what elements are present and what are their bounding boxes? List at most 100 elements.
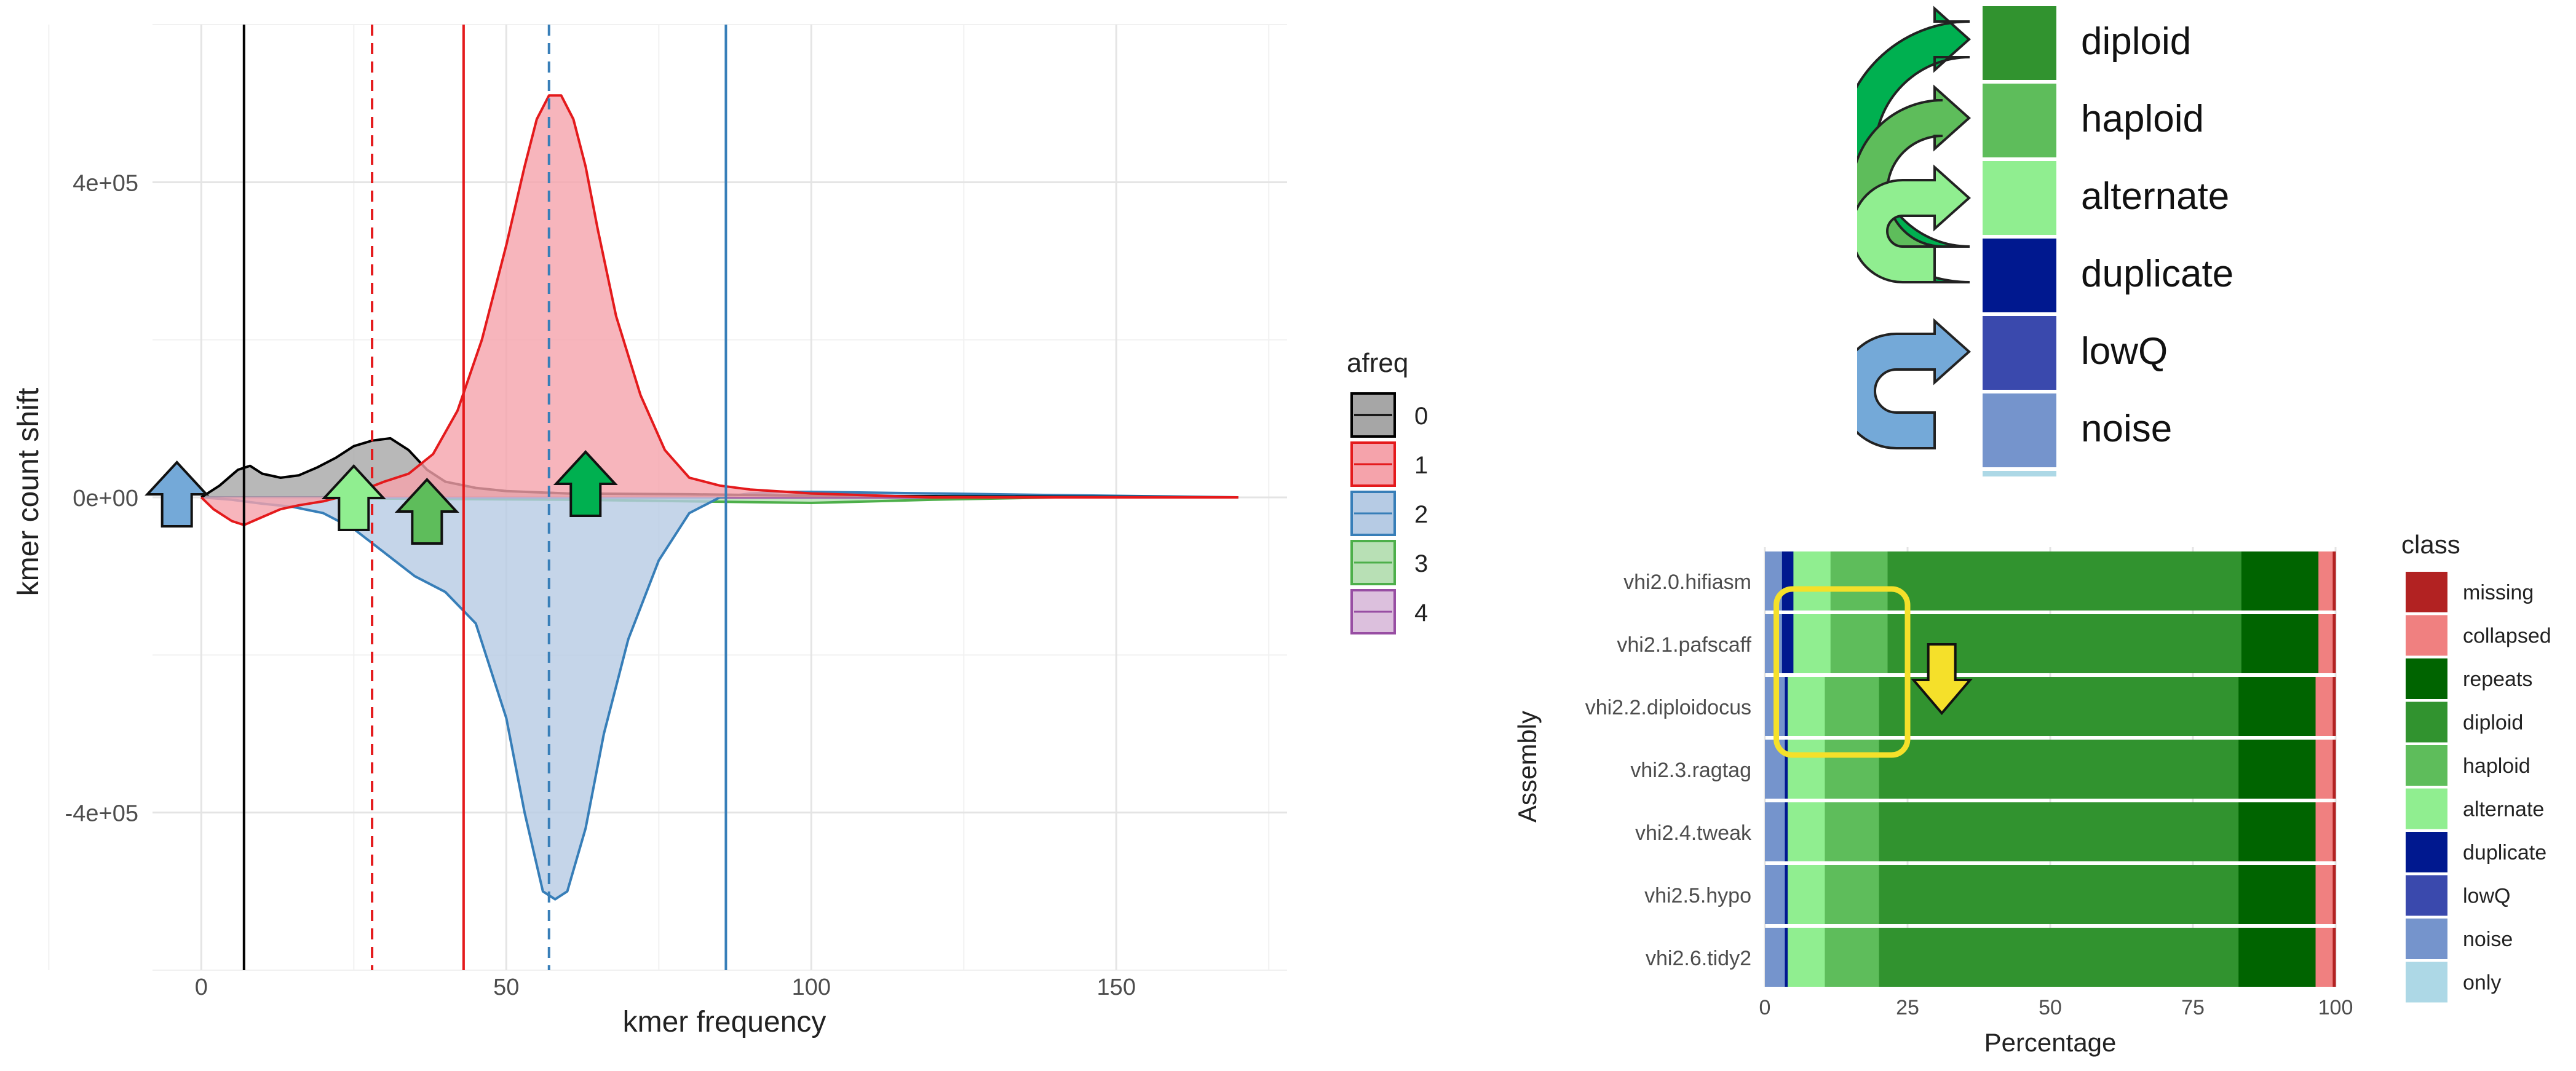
legend-key-missing	[2406, 572, 2447, 612]
left-legend-title: afreq	[1347, 348, 1408, 378]
bar-segment-alternate	[1788, 740, 1825, 799]
left-y-tick-label: -4e+05	[65, 801, 138, 827]
bar-segment-duplicate	[1785, 740, 1788, 799]
bar-segment-missing	[2332, 928, 2336, 987]
right-x-axis-label: Percentage	[1984, 1028, 2117, 1057]
bar-segment-diploid	[1879, 740, 2239, 799]
bar-segment-collapsed	[2318, 551, 2333, 611]
bar-segment-haploid	[1825, 677, 1880, 736]
left-arrows	[145, 450, 618, 545]
bar-segment-haploid	[1830, 551, 1888, 611]
category-label: vhi2.6.tidy2	[1646, 947, 1751, 970]
class-key-panel: diploid haploid alternate duplicate lowQ nois…	[1857, 6, 2233, 476]
right-x-tick-label: 0	[1759, 996, 1771, 1019]
bar-segment-missing	[2332, 614, 2336, 673]
legend-label-only: only	[2463, 971, 2501, 995]
bar-segment-noise	[1765, 928, 1785, 987]
key-label-diploid: diploid	[2081, 20, 2191, 63]
key-label-lowQ: lowQ	[2081, 330, 2168, 373]
legend-label-duplicate: duplicate	[2463, 841, 2546, 864]
bar-segment-haploid	[1825, 802, 1880, 861]
key-label-alternate: alternate	[2081, 175, 2229, 218]
up-arrow-icon	[321, 464, 386, 531]
bar-segment-duplicate	[1785, 928, 1788, 987]
bar-segment-missing	[2332, 551, 2336, 611]
category-label: vhi2.0.hifiasm	[1623, 571, 1751, 594]
key-swatches	[1983, 6, 2056, 476]
bar-segment-noise	[1765, 551, 1783, 611]
bar-segment-repeats	[2238, 928, 2316, 987]
bar-segment-repeats	[2238, 865, 2316, 924]
right-x-tick-label: 50	[2039, 996, 2062, 1019]
bar-segment-repeats	[2238, 802, 2316, 861]
bar-segment-haploid	[1825, 928, 1880, 987]
key-curved-arrows	[1857, 6, 1972, 449]
down-arrow-icon	[1911, 643, 1973, 716]
bar-segment-repeats	[2241, 614, 2319, 673]
bar-segment-collapsed	[2315, 802, 2333, 861]
bar-segment-duplicate	[1785, 865, 1788, 924]
left-y-tick-label: 4e+05	[73, 170, 138, 196]
key-swatch-noise	[1983, 393, 2056, 467]
bar-segment-collapsed	[2315, 928, 2333, 987]
bar-segment-missing	[2332, 677, 2336, 736]
legend-key-alternate	[2406, 788, 2447, 829]
category-label: vhi2.3.ragtag	[1630, 759, 1751, 782]
left-x-tick-label: 50	[493, 974, 519, 1000]
legend-key-noise	[2406, 919, 2447, 959]
bar-segment-collapsed	[2315, 677, 2333, 736]
legend-label-alternate: alternate	[2463, 798, 2544, 821]
left-x-axis-label: kmer frequency	[623, 1006, 826, 1038]
legend-label-afreq-2: 2	[1414, 501, 1428, 528]
right-x-tick-label: 25	[1896, 996, 1919, 1019]
legend-label-haploid: haploid	[2463, 754, 2530, 778]
bar-segment-duplicate	[1781, 551, 1794, 611]
key-label-duplicate: duplicate	[2081, 253, 2233, 295]
key-label-haploid: haploid	[2081, 98, 2204, 140]
legend-label-noise: noise	[2463, 928, 2513, 951]
bar-segment-haploid	[1830, 614, 1888, 673]
area-fill-series-2	[201, 492, 1238, 899]
key-swatch-lowQ	[1983, 316, 2056, 390]
up-arrow-icon	[394, 478, 459, 545]
highlight-box	[1773, 586, 1911, 758]
bar-segment-alternate	[1788, 865, 1825, 924]
bar-segment-repeats	[2238, 677, 2316, 736]
bar-segment-missing	[2332, 865, 2336, 924]
bar-segment-diploid	[1879, 802, 2239, 861]
bar-segment-haploid	[1825, 740, 1880, 799]
right-x-tick-label: 100	[2318, 996, 2353, 1019]
legend-key-repeats	[2406, 658, 2447, 699]
right-highlight	[1773, 586, 1973, 758]
area-line-series-2	[201, 491, 1238, 901]
left-legend: 0 1 2 3 4	[1350, 392, 1428, 634]
right-stacked-bars	[1765, 551, 2336, 987]
bar-segment-haploid	[1825, 865, 1880, 924]
bar-segment-duplicate	[1781, 614, 1794, 673]
bar-segment-diploid	[1887, 551, 2242, 611]
legend-key-diploid	[2406, 701, 2447, 743]
bar-segment-alternate	[1788, 802, 1825, 861]
left-y-tick-label: 0e+00	[73, 486, 138, 512]
legend-key-duplicate	[2406, 832, 2447, 872]
bar-segment-missing	[2332, 740, 2336, 799]
bar-segment-alternate	[1788, 677, 1825, 736]
area-fill-series-1	[201, 95, 1238, 525]
legend-label-afreq-3: 3	[1414, 550, 1428, 577]
legend-label-afreq-4: 4	[1414, 599, 1428, 626]
right-category-labels: vhi2.0.hifiasm vhi2.1.pafscaff vhi2.2.dipl…	[1585, 571, 1752, 970]
key-labels: diploid haploid alternate duplicate lowQ nois…	[2081, 20, 2233, 450]
bar-segment-missing	[2332, 802, 2336, 861]
left-threshold-lines	[242, 25, 727, 970]
category-label: vhi2.2.diploidocus	[1585, 696, 1751, 719]
key-swatch-diploid	[1983, 6, 2056, 80]
right-x-tick-labels: 0 25 50 75 100	[1759, 996, 2353, 1019]
area-fill-series-0	[201, 438, 1238, 497]
bar-segment-noise	[1765, 802, 1785, 861]
up-arrow-icon	[553, 450, 618, 517]
curved-arrow-noise-icon	[1857, 318, 1972, 449]
bar-segment-diploid	[1879, 928, 2239, 987]
legend-label-afreq-1: 1	[1414, 452, 1428, 479]
